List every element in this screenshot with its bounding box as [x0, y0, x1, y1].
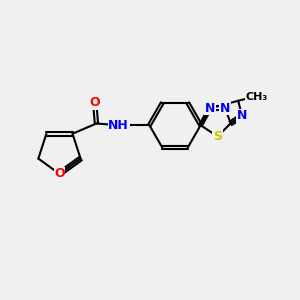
Text: O: O	[54, 167, 65, 180]
Text: S: S	[213, 130, 222, 143]
Text: NH: NH	[108, 119, 129, 132]
Text: N: N	[205, 102, 215, 115]
Text: CH₃: CH₃	[246, 92, 268, 102]
Text: N: N	[220, 102, 230, 115]
Text: N: N	[237, 109, 247, 122]
Text: O: O	[89, 97, 100, 110]
